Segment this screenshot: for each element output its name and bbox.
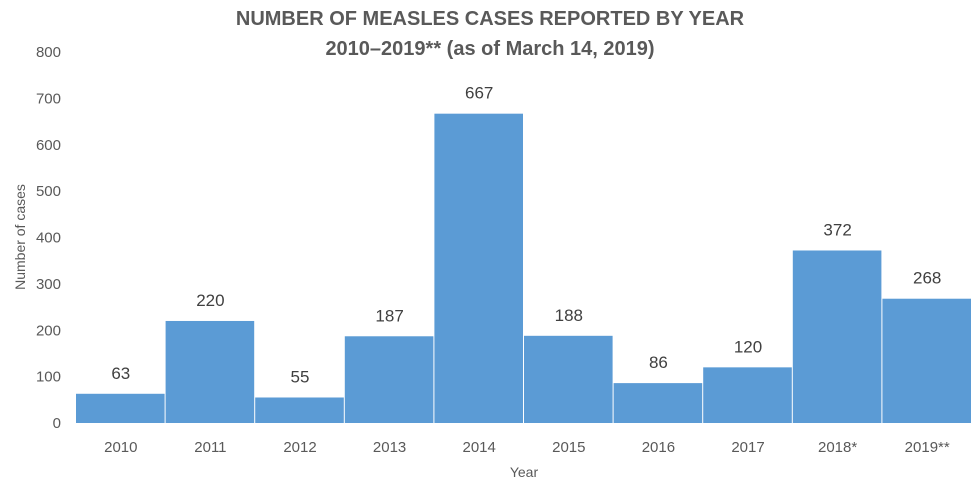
y-axis-label: Number of cases	[12, 184, 28, 290]
x-tick-label: 2015	[552, 439, 585, 456]
y-tick-label: 600	[36, 137, 61, 154]
y-tick-label: 100	[36, 369, 61, 386]
data-label: 63	[111, 364, 130, 383]
x-tick-label: 2016	[642, 439, 675, 456]
x-tick-label: 2014	[463, 439, 496, 456]
bar	[76, 393, 165, 423]
bar	[434, 113, 523, 424]
x-tick-label: 2019**	[905, 439, 950, 456]
data-label: 86	[649, 353, 668, 372]
y-tick-label: 800	[36, 44, 61, 61]
x-tick-label: 2012	[283, 439, 316, 456]
bar	[255, 397, 344, 423]
x-tick-label: 2010	[104, 439, 137, 456]
bar	[613, 383, 703, 423]
x-axis-ticks: 2010 2011 2012 2013 2014 2015 2016 2017 2018* 201…	[104, 439, 950, 456]
data-label: 188	[555, 306, 583, 325]
data-label: 120	[734, 337, 762, 356]
chart-subtitle: 2010–2019** (as of March 14, 2019)	[325, 38, 654, 60]
bar	[344, 336, 434, 423]
x-tick-label: 2013	[373, 439, 406, 456]
x-axis-label: Year	[510, 464, 539, 480]
data-label: 667	[465, 84, 493, 103]
y-tick-label: 700	[36, 90, 61, 107]
data-label: 187	[375, 306, 403, 325]
bars	[76, 113, 971, 424]
y-tick-label: 400	[36, 230, 61, 247]
data-label: 372	[823, 220, 851, 239]
data-label: 268	[913, 269, 941, 288]
data-label: 55	[291, 367, 310, 386]
x-tick-label: 2011	[194, 439, 226, 456]
y-tick-label: 300	[36, 276, 61, 293]
bar	[703, 367, 792, 423]
y-tick-label: 200	[36, 322, 61, 339]
bar	[882, 298, 971, 423]
y-axis-ticks: 0 100 200 300 400 500 600 700 800	[36, 44, 61, 432]
bar	[792, 250, 882, 423]
data-labels: 63 220 55 187 667 188 86 120 372 268	[111, 84, 941, 387]
x-tick-label: 2017	[731, 439, 764, 456]
bar	[165, 320, 255, 423]
bar	[524, 335, 613, 423]
chart-title: NUMBER OF MEASLES CASES REPORTED BY YEAR	[236, 8, 745, 30]
data-label: 220	[196, 291, 224, 310]
y-tick-label: 500	[36, 183, 61, 200]
y-tick-label: 0	[53, 415, 61, 432]
x-tick-label: 2018*	[818, 439, 857, 456]
